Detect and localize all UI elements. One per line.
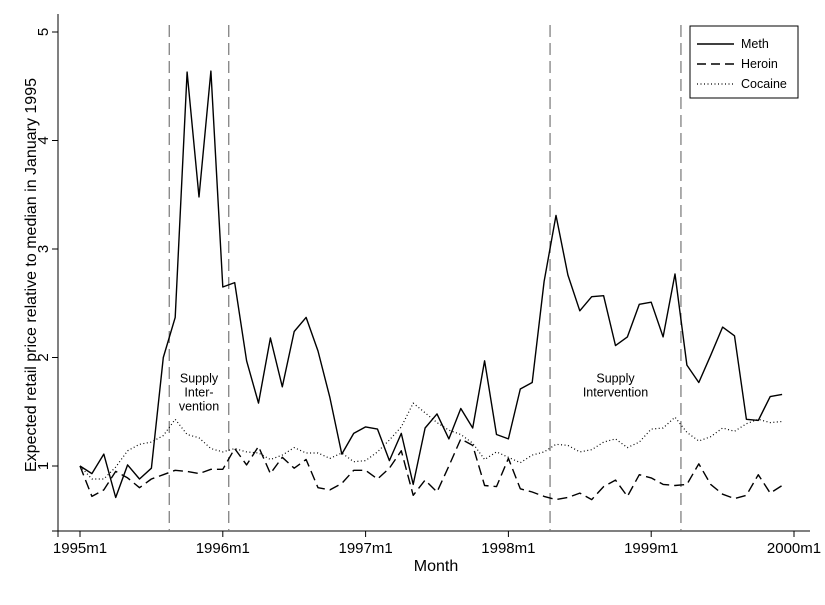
x-axis-label: Month xyxy=(414,558,458,575)
legend-label-cocaine: Cocaine xyxy=(741,77,787,91)
annotation: Supply Inter-vention xyxy=(179,371,219,413)
x-tick-label: 1999m1 xyxy=(624,540,678,557)
series-line-heroin xyxy=(79,438,783,501)
y-tick-label: 1 xyxy=(35,462,52,470)
legend-label-heroin: Heroin xyxy=(741,57,778,71)
x-tick-label: 1998m1 xyxy=(481,540,535,557)
legend-frame xyxy=(689,25,799,99)
x-tick-label: 1996m1 xyxy=(196,540,250,557)
y-tick-label: 5 xyxy=(35,28,52,36)
y-tick-label: 2 xyxy=(35,353,52,361)
y-tick-label: 4 xyxy=(35,136,52,144)
series-line-meth xyxy=(79,70,783,499)
annotation: Supply Intervention xyxy=(583,371,648,399)
x-tick-label: 2000m1 xyxy=(767,540,821,557)
y-tick-label: 3 xyxy=(35,245,52,253)
x-tick-label: 1995m1 xyxy=(53,540,107,557)
legend: Meth Heroin Cocaine xyxy=(689,25,799,99)
legend-label-meth: Meth xyxy=(741,37,769,51)
x-tick-label: 1997m1 xyxy=(338,540,392,557)
y-axis-label: Expected retail price relative to median… xyxy=(23,78,40,472)
series-line-cocaine xyxy=(79,402,783,480)
